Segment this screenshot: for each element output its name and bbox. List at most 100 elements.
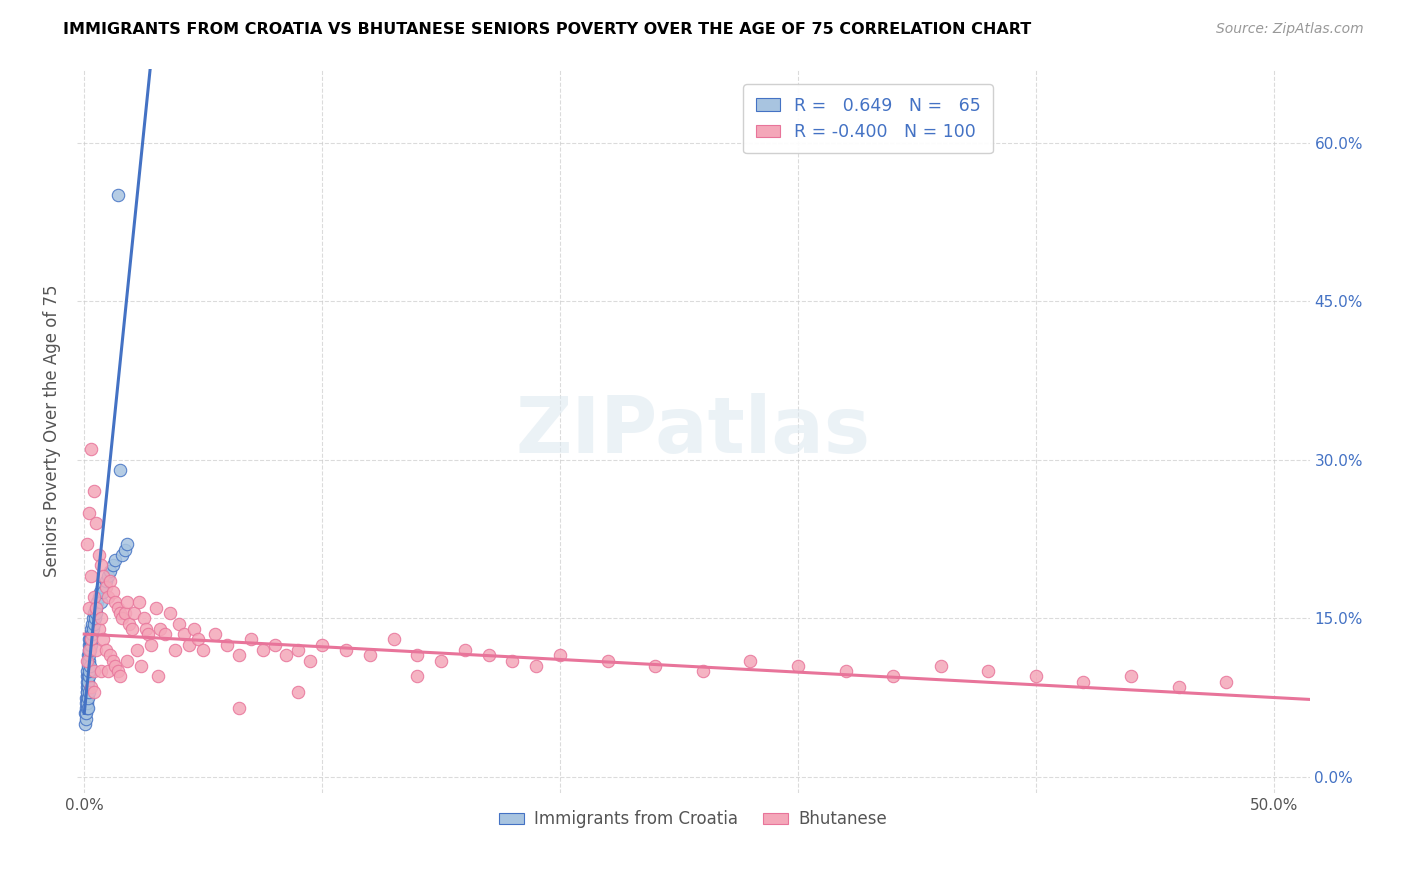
Point <box>77 664 100 678</box>
Point <box>80 627 103 641</box>
Point <box>77 643 100 657</box>
Point <box>1215 674 1237 689</box>
Point <box>108 669 131 683</box>
Point <box>87 622 110 636</box>
Point <box>215 638 238 652</box>
Point <box>77 648 100 663</box>
Point <box>76 701 98 715</box>
Point <box>83 664 105 678</box>
Point <box>91 584 114 599</box>
Point <box>80 632 103 647</box>
Point <box>94 580 117 594</box>
Point <box>131 658 153 673</box>
Point <box>75 706 97 721</box>
Point <box>101 584 124 599</box>
Point <box>77 638 100 652</box>
Point <box>100 564 122 578</box>
Point <box>276 648 298 663</box>
Point <box>90 664 112 678</box>
Point <box>84 643 107 657</box>
Point <box>882 669 904 683</box>
Point <box>132 611 155 625</box>
Point <box>79 648 101 663</box>
Point <box>104 658 127 673</box>
Point <box>430 653 453 667</box>
Point <box>82 611 104 625</box>
Point <box>76 537 98 551</box>
Point <box>115 653 138 667</box>
Point <box>1025 669 1047 683</box>
Point <box>740 653 762 667</box>
Point <box>90 611 112 625</box>
Point <box>125 643 148 657</box>
Point <box>287 685 309 699</box>
Point <box>834 664 856 678</box>
Point <box>80 569 103 583</box>
Point <box>77 690 100 705</box>
Point <box>159 606 181 620</box>
Point <box>501 653 523 667</box>
Point <box>692 664 714 678</box>
Point <box>644 658 666 673</box>
Point <box>359 648 381 663</box>
Point <box>193 643 215 657</box>
Point <box>82 616 104 631</box>
Point <box>135 622 157 636</box>
Point <box>91 580 114 594</box>
Point <box>108 606 131 620</box>
Point <box>454 643 477 657</box>
Point <box>76 669 98 683</box>
Point <box>252 643 274 657</box>
Point <box>76 653 98 667</box>
Point <box>153 627 176 641</box>
Point <box>77 600 100 615</box>
Point <box>80 638 103 652</box>
Point <box>83 606 105 620</box>
Point <box>169 616 191 631</box>
Point <box>80 680 103 694</box>
Point <box>406 669 429 683</box>
Point <box>114 542 136 557</box>
Point <box>76 680 98 694</box>
Point <box>228 648 250 663</box>
Point <box>91 569 114 583</box>
Point <box>121 622 143 636</box>
Point <box>79 627 101 641</box>
Point <box>128 595 150 609</box>
Point <box>77 674 100 689</box>
Point <box>77 658 100 673</box>
Point <box>76 680 98 694</box>
Point <box>87 548 110 562</box>
Point <box>145 600 167 615</box>
Point <box>263 638 285 652</box>
Point <box>177 638 200 652</box>
Point <box>1119 669 1142 683</box>
Point <box>107 664 129 678</box>
Point <box>76 701 98 715</box>
Point <box>100 648 122 663</box>
Point <box>83 616 105 631</box>
Point <box>84 606 107 620</box>
Point <box>75 696 97 710</box>
Point <box>83 484 105 499</box>
Point <box>118 616 141 631</box>
Point <box>101 558 124 573</box>
Point <box>524 658 547 673</box>
Point <box>75 717 97 731</box>
Point <box>77 632 100 647</box>
Point <box>84 600 107 615</box>
Point <box>228 701 250 715</box>
Point <box>76 696 98 710</box>
Point <box>83 590 105 604</box>
Point <box>299 653 322 667</box>
Point <box>79 632 101 647</box>
Point <box>97 569 120 583</box>
Point <box>77 506 100 520</box>
Point <box>79 638 101 652</box>
Point <box>90 558 112 573</box>
Point <box>114 606 136 620</box>
Point <box>76 664 98 678</box>
Point <box>77 669 100 683</box>
Legend: Immigrants from Croatia, Bhutanese: Immigrants from Croatia, Bhutanese <box>492 804 894 835</box>
Point <box>75 690 97 705</box>
